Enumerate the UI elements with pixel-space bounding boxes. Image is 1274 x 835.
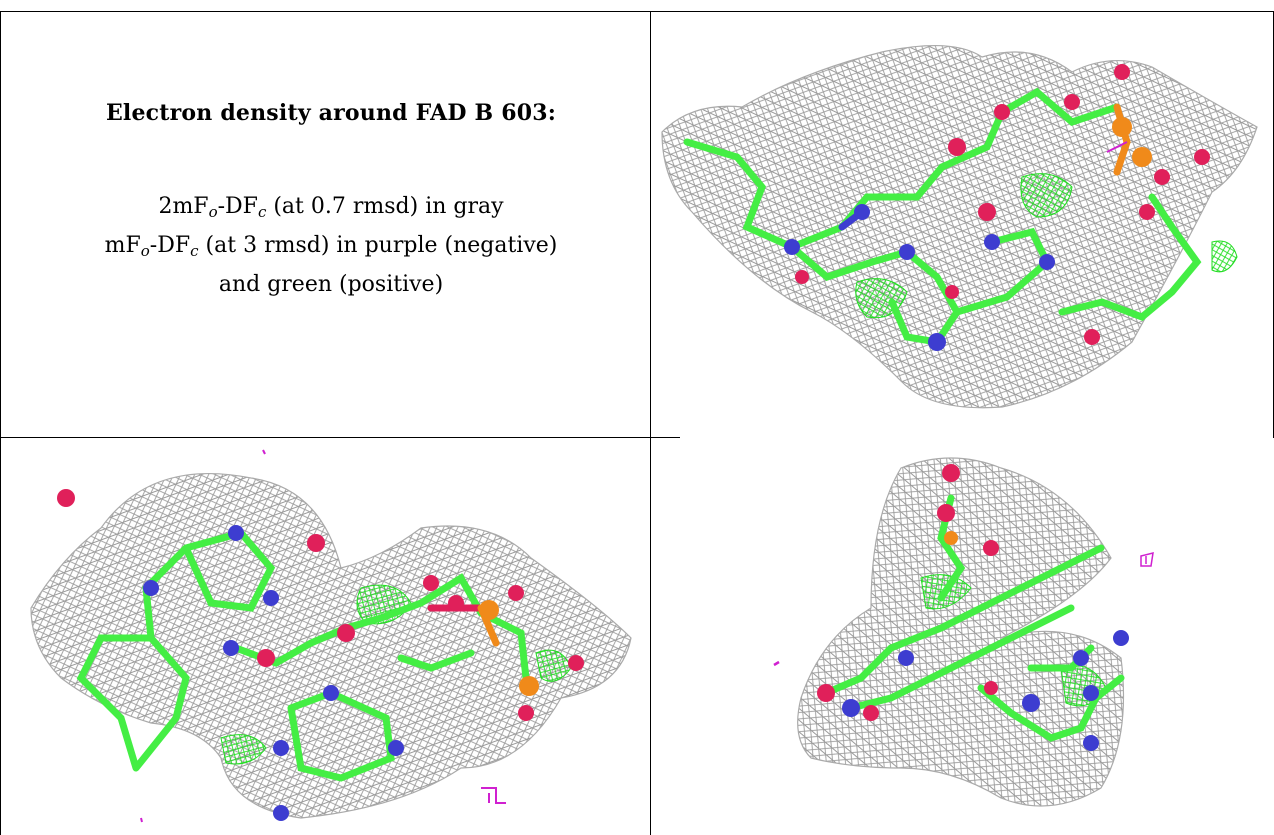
table-top-border (0, 11, 1274, 12)
table-left-border (0, 11, 1, 835)
atoms (817, 464, 1129, 751)
negative-density (140, 817, 143, 823)
view-bottom-right (651, 438, 1273, 835)
density-mesh (661, 44, 1258, 409)
positive-density (220, 734, 267, 765)
negative-density (481, 787, 506, 804)
density-mesh (30, 472, 632, 819)
negative-density (1106, 141, 1128, 153)
fad-model (822, 494, 1125, 742)
caption-cell: Electron density around FAD B 603: 2mFo-… (14, 14, 648, 434)
positive-density (1020, 173, 1073, 218)
table-row-divider-mid (636, 437, 680, 438)
atoms (784, 64, 1210, 351)
positive-density (1211, 240, 1238, 273)
negative-density (1140, 551, 1154, 567)
negative-density (262, 449, 266, 455)
table-middle-divider (650, 11, 651, 835)
atoms (57, 489, 584, 821)
caption-text: 2mFo-DFc (at 0.7 rmsd) in gray mFo-DFc (… (105, 190, 558, 301)
view-bottom-left (1, 438, 650, 835)
caption-line-2: mFo-DFc (at 3 rmsd) in purple (negative) (104, 233, 558, 260)
caption-line-1: 2mFo-DFc (at 0.7 rmsd) in gray (158, 194, 504, 221)
view-top-right (652, 12, 1272, 437)
fad-model (683, 87, 1202, 346)
density-mesh (797, 457, 1125, 807)
negative-density (773, 660, 780, 667)
caption-line-3: and green (positive) (218, 272, 444, 297)
table-row-divider-left (0, 437, 636, 438)
caption-title: Electron density around FAD B 603: (105, 100, 557, 126)
